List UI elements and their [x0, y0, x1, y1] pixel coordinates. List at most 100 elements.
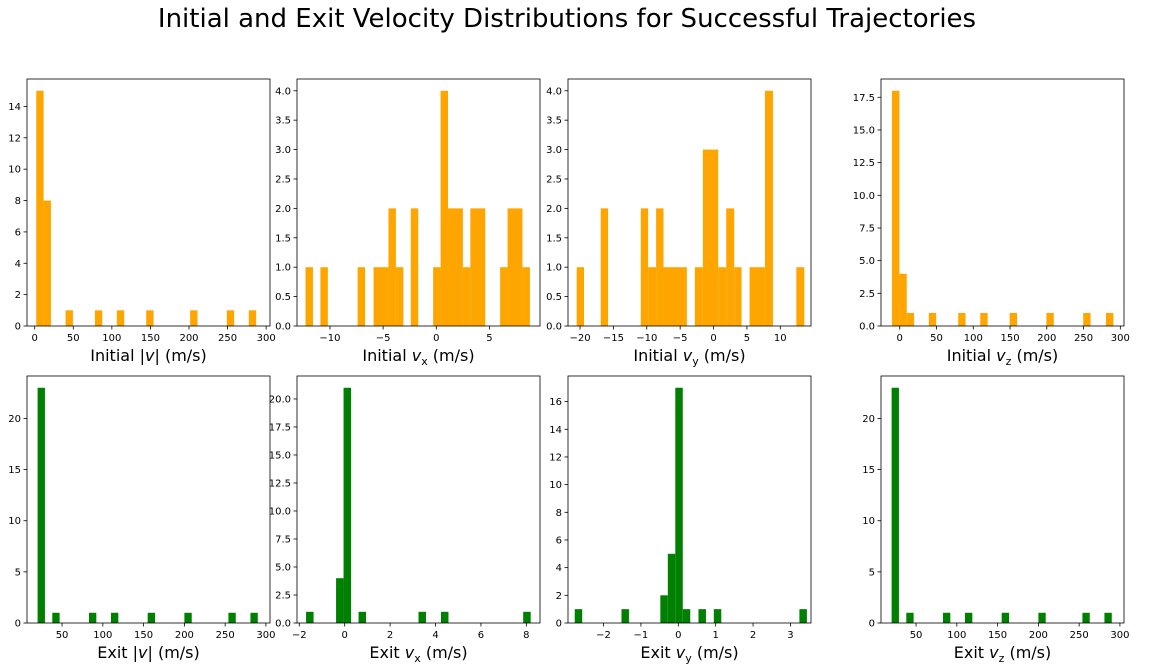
- x-axis-label-part: Exit: [640, 643, 675, 662]
- y-tick-label: 12: [549, 452, 562, 463]
- histogram-bar: [906, 612, 914, 623]
- histogram-bar: [958, 312, 966, 326]
- histogram-bar: [1038, 612, 1046, 623]
- histogram-bar: [184, 612, 192, 623]
- x-axis-label-part: (m/s): [1004, 643, 1051, 662]
- x-axis-label: Exit vx (m/s): [369, 643, 467, 665]
- y-tick-label: 7.5: [275, 534, 291, 545]
- histogram-bar: [523, 611, 531, 623]
- x-tick-label: 100: [93, 630, 112, 641]
- x-axis-label-part: | (m/s): [154, 346, 206, 365]
- histogram-bar: [675, 387, 683, 623]
- x-axis-label-part: v: [683, 346, 693, 365]
- histogram-bar: [36, 90, 44, 326]
- histogram-bar: [462, 267, 471, 326]
- histogram-bar: [116, 310, 125, 326]
- histogram-bar: [694, 267, 703, 326]
- histogram-bar: [343, 387, 352, 623]
- histogram-bar: [648, 267, 657, 326]
- x-tick-label: 0: [433, 333, 439, 344]
- x-tick-label: 50: [56, 630, 69, 641]
- histogram-bar: [796, 267, 805, 326]
- x-axis-label-part: v: [138, 643, 148, 662]
- histogram-bar: [928, 312, 937, 326]
- x-tick-label: 200: [1037, 333, 1056, 344]
- x-tick-label: 300: [256, 630, 275, 641]
- histogram-bar: [1001, 612, 1010, 623]
- x-tick-label: −1: [634, 630, 649, 641]
- y-tick-label: 20: [862, 414, 875, 425]
- histogram-bar: [764, 90, 773, 326]
- y-tick-label: 20.0: [269, 394, 291, 405]
- x-tick-label: 4: [432, 630, 438, 641]
- y-tick-label: 2.5: [275, 174, 291, 185]
- y-tick-label: 0.0: [275, 322, 291, 333]
- y-tick-label: 12.5: [269, 478, 291, 489]
- y-tick-label: 2: [15, 290, 21, 301]
- x-tick-label: 8: [523, 630, 529, 641]
- x-tick-label: −20: [569, 333, 590, 344]
- y-tick-label: 2: [556, 591, 562, 602]
- figure-suptitle: Initial and Exit Velocity Distributions …: [158, 4, 976, 34]
- histogram-panel: −2 0 2 4 6 8 0.0 2.5 5.0 7.5 10.0 12.5 15.0 17.5 20.0 E…: [269, 375, 541, 665]
- axes-frame: [26, 375, 271, 624]
- x-tick-label: 50: [67, 333, 80, 344]
- x-axis-label-part: Exit: [954, 643, 989, 662]
- x-axis-label-part: v: [996, 346, 1006, 365]
- y-tick-label: 14: [549, 425, 562, 436]
- y-tick-label: 0: [556, 619, 562, 630]
- histogram-bar: [440, 90, 449, 326]
- axes-frame: [880, 78, 1125, 327]
- axes-frame: [296, 78, 541, 327]
- y-tick-label: 0.5: [546, 292, 562, 303]
- x-tick-label: 2: [387, 630, 393, 641]
- x-axis-label-part: y: [685, 652, 692, 665]
- histogram-bar: [1083, 312, 1091, 326]
- x-axis-label: Exit |v| (m/s): [97, 643, 200, 662]
- histogram-bar: [395, 267, 404, 326]
- y-tick-label: 0: [15, 619, 21, 630]
- histogram-bar: [306, 611, 314, 623]
- axes-frame: [567, 375, 812, 624]
- y-tick-label: 4.0: [546, 86, 562, 97]
- y-tick-label: 0.5: [275, 292, 291, 303]
- histogram-panel: −20 −15 −10 −5 0 5 10 0.0 0.5 1.0 1.5 2.0 2.5 3.0 3.5 4…: [546, 78, 812, 368]
- x-tick-label: 0: [710, 333, 716, 344]
- y-tick-label: 6: [556, 535, 562, 546]
- y-tick-label: 1.5: [546, 233, 562, 244]
- y-tick-label: 1.0: [546, 263, 562, 274]
- y-tick-label: 3.5: [275, 116, 291, 127]
- y-tick-label: 7.5: [859, 223, 875, 234]
- x-tick-label: 5: [744, 333, 750, 344]
- histogram-bar: [94, 310, 103, 326]
- x-tick-label: −5: [376, 333, 391, 344]
- histogram-bar: [891, 387, 899, 623]
- y-tick-label: 15.0: [269, 450, 291, 461]
- x-tick-label: −2: [596, 630, 611, 641]
- x-tick-label: 150: [134, 630, 153, 641]
- x-axis-label-part: v: [412, 346, 422, 365]
- y-tick-label: 2.5: [275, 590, 291, 601]
- histogram-bar: [899, 273, 907, 326]
- histogram-bar: [43, 200, 51, 326]
- x-axis-label-part: z: [999, 652, 1005, 665]
- x-axis-label-part: (m/s): [421, 643, 468, 662]
- x-tick-label: 0: [897, 333, 903, 344]
- y-tick-label: 16: [549, 397, 562, 408]
- y-tick-label: 17.5: [269, 422, 291, 433]
- y-tick-label: 3.0: [275, 145, 291, 156]
- axes-frame: [296, 375, 541, 624]
- histogram-bar: [660, 595, 668, 623]
- y-tick-label: 10: [549, 480, 562, 491]
- x-axis-label-part: (m/s): [428, 346, 475, 365]
- x-axis-label-part: Initial: [633, 346, 682, 365]
- y-tick-label: 3.0: [546, 145, 562, 156]
- histogram-bar: [65, 310, 73, 326]
- x-axis-label-part: v: [989, 643, 999, 662]
- histogram-bar: [228, 612, 236, 623]
- y-tick-label: 2.5: [546, 174, 562, 185]
- histogram-bar: [373, 267, 389, 326]
- x-tick-label: 200: [179, 333, 198, 344]
- histogram-bar: [574, 609, 583, 623]
